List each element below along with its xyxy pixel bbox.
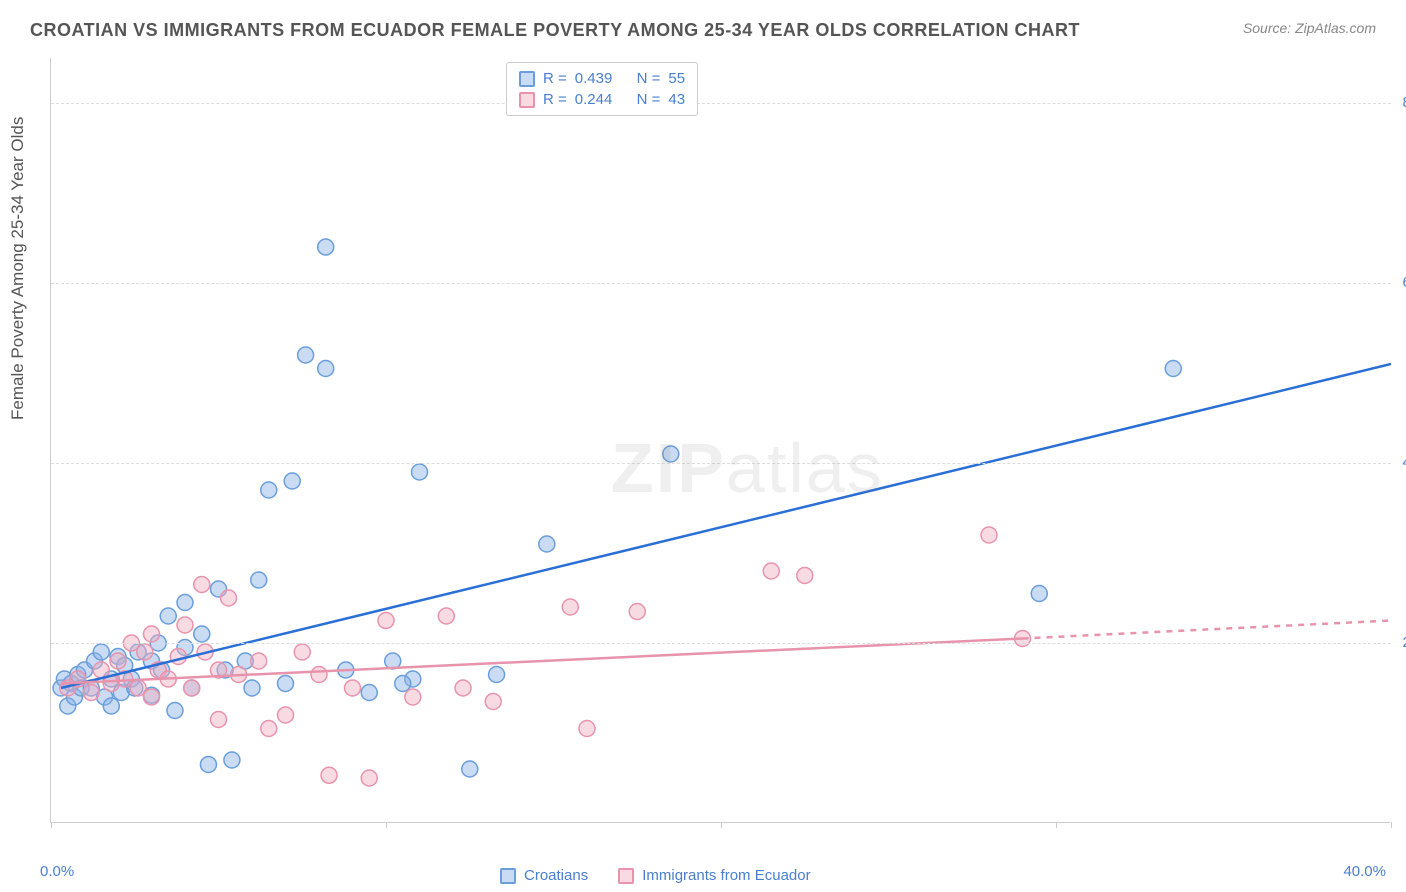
x-tick: [1391, 822, 1392, 828]
x-tick-label-max: 40.0%: [1343, 863, 1386, 880]
y-tick-label: 60.0%: [1395, 274, 1406, 291]
stats-n-label: N =: [637, 70, 661, 87]
stats-row-1: R = 0.244 N = 43: [519, 89, 685, 110]
legend-item-0: Croatians: [500, 867, 588, 884]
x-tick-label-min: 0.0%: [40, 863, 74, 880]
x-tick: [1056, 822, 1057, 828]
watermark: ZIPatlas: [611, 428, 884, 508]
grid-line: [51, 103, 1391, 104]
scatter-svg: [51, 58, 1391, 823]
stats-n-1: 43: [668, 91, 685, 108]
stats-r-0: 0.439: [575, 70, 613, 87]
plot-box: R = 0.439 N = 55 R = 0.244 N = 43 ZIPatl…: [50, 58, 1390, 823]
y-tick-label: 40.0%: [1395, 454, 1406, 471]
stats-n-0: 55: [668, 70, 685, 87]
source-label: Source: ZipAtlas.com: [1243, 20, 1376, 36]
stats-r-1: 0.244: [575, 91, 613, 108]
legend-swatch-0: [500, 868, 516, 884]
legend-label-1: Immigrants from Ecuador: [642, 867, 810, 884]
chart-area: R = 0.439 N = 55 R = 0.244 N = 43 ZIPatl…: [50, 58, 1390, 823]
watermark-light: atlas: [726, 429, 884, 507]
x-tick: [721, 822, 722, 828]
stats-legend: R = 0.439 N = 55 R = 0.244 N = 43: [506, 62, 698, 116]
grid-line: [51, 643, 1391, 644]
legend-swatch-1: [618, 868, 634, 884]
x-tick: [386, 822, 387, 828]
watermark-bold: ZIP: [611, 429, 726, 507]
y-tick-label: 80.0%: [1395, 94, 1406, 111]
legend-label-0: Croatians: [524, 867, 588, 884]
stats-n-label: N =: [637, 91, 661, 108]
y-axis-label: Female Poverty Among 25-34 Year Olds: [8, 117, 28, 420]
stats-r-label: R =: [543, 91, 567, 108]
grid-line: [51, 463, 1391, 464]
x-tick: [51, 822, 52, 828]
swatch-series-1: [519, 92, 535, 108]
grid-line: [51, 283, 1391, 284]
chart-title: CROATIAN VS IMMIGRANTS FROM ECUADOR FEMA…: [30, 20, 1080, 41]
stats-r-label: R =: [543, 70, 567, 87]
swatch-series-0: [519, 71, 535, 87]
series-legend: Croatians Immigrants from Ecuador: [500, 867, 811, 884]
legend-item-1: Immigrants from Ecuador: [618, 867, 810, 884]
stats-row-0: R = 0.439 N = 55: [519, 68, 685, 89]
y-tick-label: 20.0%: [1395, 634, 1406, 651]
